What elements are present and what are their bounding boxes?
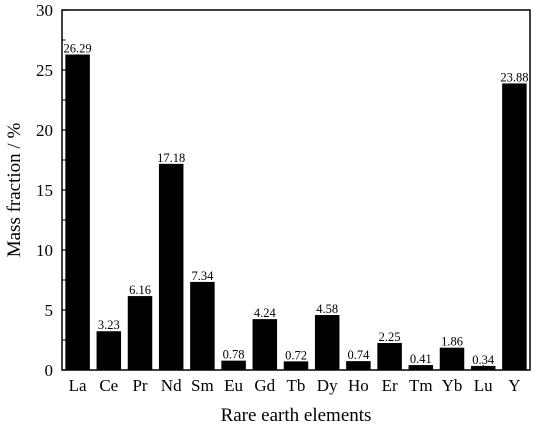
y-axis-ticks: 0 5 10 15 20 25 30 [36, 1, 68, 380]
y-tick-label-10: 10 [36, 241, 53, 260]
bar-ce [96, 331, 122, 370]
data-label-ce: 3.23 [98, 318, 120, 332]
data-label-tb: 0.72 [285, 348, 307, 362]
bar-gd [252, 319, 278, 370]
x-tick-label-ho: Ho [348, 376, 369, 395]
data-label-tm: 0.41 [410, 352, 432, 366]
data-label-yb: 1.86 [441, 335, 463, 349]
y-tick-label-5: 5 [45, 301, 54, 320]
y-tick-label-0: 0 [45, 361, 54, 380]
x-axis-ticks: La Ce Pr Nd Sm Eu Gd Tb Dy Ho Er Tm Yb Lu Y [69, 365, 521, 395]
y-tick-label-20: 20 [36, 121, 53, 140]
data-label-gd: 4.24 [254, 306, 277, 320]
data-label-lu: 0.34 [472, 353, 495, 367]
bars-group [65, 54, 527, 371]
x-tick-label-sm: Sm [191, 376, 214, 395]
data-labels-group: 26.29 3.23 6.16 17.18 7.34 0.78 4.24 0.72 4.58 0.… [64, 42, 529, 367]
x-tick-label-nd: Nd [161, 376, 182, 395]
data-label-ho: 0.74 [347, 348, 370, 362]
x-tick-label-dy: Dy [317, 376, 338, 395]
x-tick-label-ce: Ce [99, 376, 118, 395]
y-tick-label-15: 15 [36, 181, 53, 200]
x-tick-label-er: Er [382, 376, 398, 395]
plot-frame [61, 9, 531, 371]
data-label-sm: 7.34 [191, 269, 214, 283]
x-tick-label-tm: Tm [409, 376, 433, 395]
x-tick-label-tb: Tb [287, 376, 306, 395]
bar-y [502, 83, 527, 370]
y-tick-label-25: 25 [36, 61, 53, 80]
x-tick-label-lu: Lu [474, 376, 493, 395]
x-tick-label-gd: Gd [254, 376, 275, 395]
x-tick-label-yb: Yb [442, 376, 463, 395]
bar-pr [127, 296, 153, 370]
bar-sm [190, 281, 215, 370]
x-tick-label-pr: Pr [132, 376, 147, 395]
bar-yb [439, 347, 465, 370]
bar-la [65, 54, 90, 371]
bar-dy [314, 315, 340, 370]
data-label-eu: 0.78 [223, 348, 245, 362]
y-axis-title: Mass fraction / % [4, 123, 25, 258]
x-tick-label-y: Y [508, 376, 520, 395]
bar-nd [158, 163, 184, 370]
x-axis-title: Rare earth elements [221, 405, 372, 426]
data-label-dy: 4.58 [316, 302, 338, 316]
y-tick-label-30: 30 [36, 1, 53, 20]
data-label-er: 2.25 [379, 330, 401, 344]
data-label-la: 26.29 [64, 42, 92, 56]
data-label-pr: 6.16 [129, 283, 151, 297]
data-label-y: 23.88 [500, 70, 528, 84]
x-tick-label-eu: Eu [224, 376, 243, 395]
data-label-nd: 17.18 [157, 151, 185, 165]
x-tick-label-la: La [69, 376, 87, 395]
